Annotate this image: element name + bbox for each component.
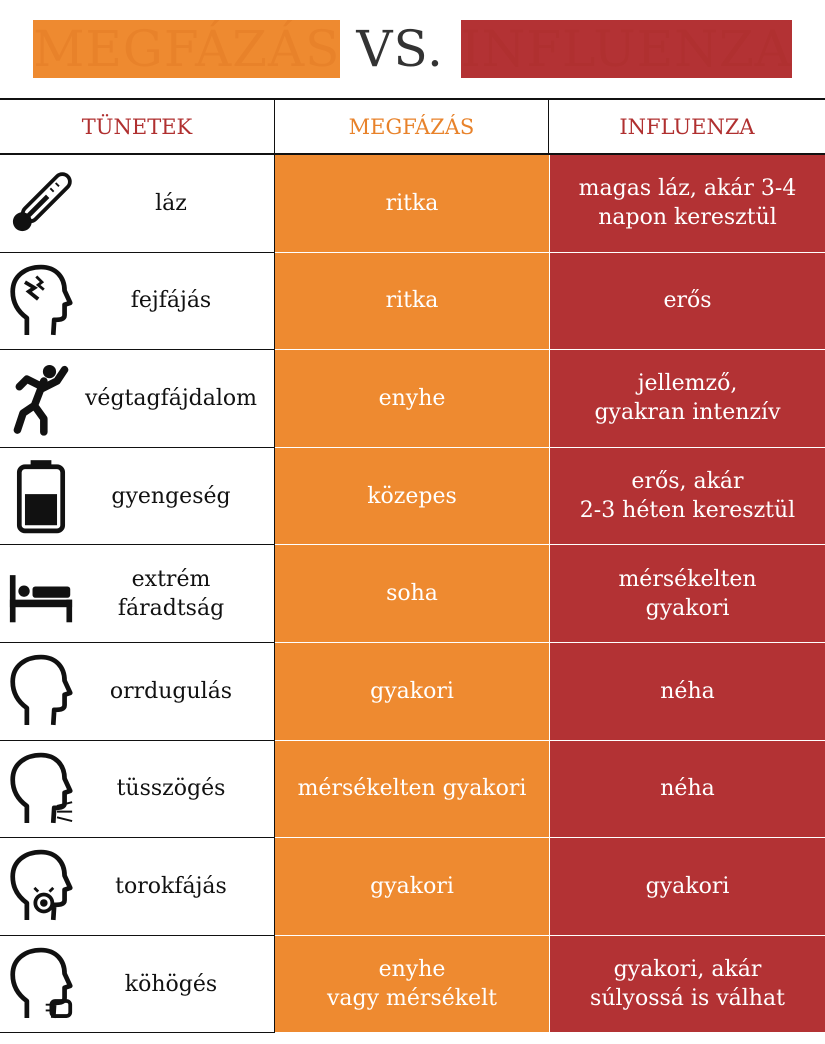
symptom-icon	[8, 751, 74, 827]
text-line: 2-3 héten keresztül	[579, 498, 796, 524]
text-line: jellemző,	[637, 371, 738, 397]
cold-cell: mérsékelten gyakori	[275, 740, 549, 839]
text-line: köhögés	[124, 971, 218, 997]
table-row: orrdugulás gyakori néha	[0, 642, 825, 741]
title-flu: INFLUENZA	[459, 19, 792, 79]
table-row: gyengeség közepes erős, akár 2-3 héten kere…	[0, 447, 825, 546]
text-line: enyhe	[378, 385, 446, 411]
symptom-text: végtagfájdalom	[74, 384, 274, 413]
text-line: mérsékelten gyakori	[297, 776, 527, 802]
text-line: közepes	[367, 483, 457, 509]
table-row: tüsszögés mérsékelten gyakori néha	[0, 740, 825, 839]
symptom-icon	[8, 360, 74, 436]
column-header: INFLUENZA	[619, 114, 755, 139]
symptom-text: fejfájás	[74, 286, 274, 315]
text-line: extrém	[131, 566, 211, 592]
text-line: ritka	[385, 190, 439, 216]
symptom-text: orrdugulás	[74, 677, 274, 706]
title-vs: VS.	[356, 20, 444, 78]
text-line: néha	[660, 776, 715, 802]
text-line: gyakran intenzív	[594, 400, 781, 426]
text-line: ritka	[385, 288, 439, 314]
text-line: tüsszögés	[116, 776, 226, 802]
symptom-text: extrém fáradtság	[74, 565, 274, 623]
text-line: erős	[663, 288, 712, 314]
table-row: torokfájás gyakori gyakori	[0, 838, 825, 936]
flu-cell: gyakori, akár súlyossá is válhat	[549, 935, 825, 1034]
text-line: gyakori	[370, 873, 454, 899]
text-line: magas láz, akár 3-4	[578, 176, 797, 202]
flu-cell: magas láz, akár 3-4 napon keresztül	[549, 155, 825, 253]
symptom-text: láz	[74, 189, 274, 218]
text-line: torokfájás	[115, 873, 227, 899]
symptom-cell: extrém fáradtság	[0, 545, 275, 643]
text-line: orrdugulás	[109, 678, 233, 704]
cold-cell: közepes	[275, 447, 549, 546]
symptom-icon	[8, 165, 74, 241]
symptom-cell: tüsszögés	[0, 740, 275, 839]
title: MEGFÁZÁS VS. INFLUENZA	[0, 0, 825, 98]
text-line: erős, akár	[631, 469, 744, 495]
symptom-cell: láz	[0, 155, 275, 253]
symptom-cell: fejfájás	[0, 252, 275, 351]
flu-cell: jellemző, gyakran intenzív	[549, 350, 825, 448]
cold-cell: gyakori	[275, 642, 549, 741]
symptom-icon	[8, 653, 74, 729]
title-cold: MEGFÁZÁS	[33, 19, 341, 79]
symptom-icon	[8, 946, 74, 1022]
text-line: gyakori, akár	[613, 957, 762, 983]
table-row: extrém fáradtság soha mérsékelten gyakori	[0, 545, 825, 643]
flu-cell: néha	[549, 740, 825, 839]
symptom-cell: gyengeség	[0, 447, 275, 546]
text-line: gyakori	[370, 678, 454, 704]
cold-cell: enyhe vagy mérsékelt	[275, 935, 549, 1034]
column-header: MEGFÁZÁS	[275, 100, 549, 153]
table-row: köhögés enyhe vagy mérsékelt gyakori, akár s…	[0, 935, 825, 1034]
flu-cell: erős, akár 2-3 héten keresztül	[549, 447, 825, 546]
symptom-icon	[8, 458, 74, 534]
symptom-cell: végtagfájdalom	[0, 350, 275, 448]
symptom-icon	[8, 848, 74, 924]
symptom-cell: köhögés	[0, 935, 275, 1034]
text-line: fejfájás	[130, 288, 212, 314]
symptom-cell: orrdugulás	[0, 642, 275, 741]
symptom-text: torokfájás	[74, 872, 274, 901]
flu-cell: erős	[549, 252, 825, 351]
text-line: gyakori	[645, 595, 730, 621]
text-line: gyengeség	[111, 483, 231, 509]
text-line: soha	[386, 581, 438, 607]
flu-cell: mérsékelten gyakori	[549, 545, 825, 643]
text-line: enyhe	[378, 957, 446, 983]
cold-cell: soha	[275, 545, 549, 643]
text-line: vagy mérsékelt	[327, 986, 497, 1012]
flu-cell: gyakori	[549, 838, 825, 936]
text-line: napon keresztül	[598, 205, 777, 231]
column-header: TÜNETEK	[0, 100, 275, 153]
flu-cell: néha	[549, 642, 825, 741]
symptom-icon	[8, 263, 74, 339]
header-row: TÜNETEK MEGFÁZÁS INFLUENZA	[0, 98, 825, 155]
table-row: végtagfájdalom enyhe jellemző, gyakran inte…	[0, 350, 825, 448]
text-line: láz	[155, 190, 187, 216]
text-line: fáradtság	[117, 595, 225, 621]
symptom-text: tüsszögés	[74, 774, 274, 803]
symptom-icon	[8, 556, 74, 632]
cold-cell: enyhe	[275, 350, 549, 448]
symptom-cell: torokfájás	[0, 838, 275, 936]
cold-cell: ritka	[275, 155, 549, 253]
table-row: fejfájás ritka erős	[0, 252, 825, 351]
cold-cell: gyakori	[275, 838, 549, 936]
text-line: súlyossá is válhat	[590, 986, 785, 1012]
comparison-table: TÜNETEK MEGFÁZÁS INFLUENZA láz ritka magas…	[0, 98, 825, 1034]
symptom-text: köhögés	[74, 970, 274, 999]
text-line: néha	[660, 678, 715, 704]
text-line: végtagfájdalom	[85, 385, 257, 411]
cold-cell: ritka	[275, 252, 549, 351]
table-row: láz ritka magas láz, akár 3-4 napon kereszt…	[0, 155, 825, 253]
text-line: mérsékelten	[618, 566, 757, 592]
text-line: gyakori	[645, 873, 730, 899]
symptom-text: gyengeség	[74, 482, 274, 511]
